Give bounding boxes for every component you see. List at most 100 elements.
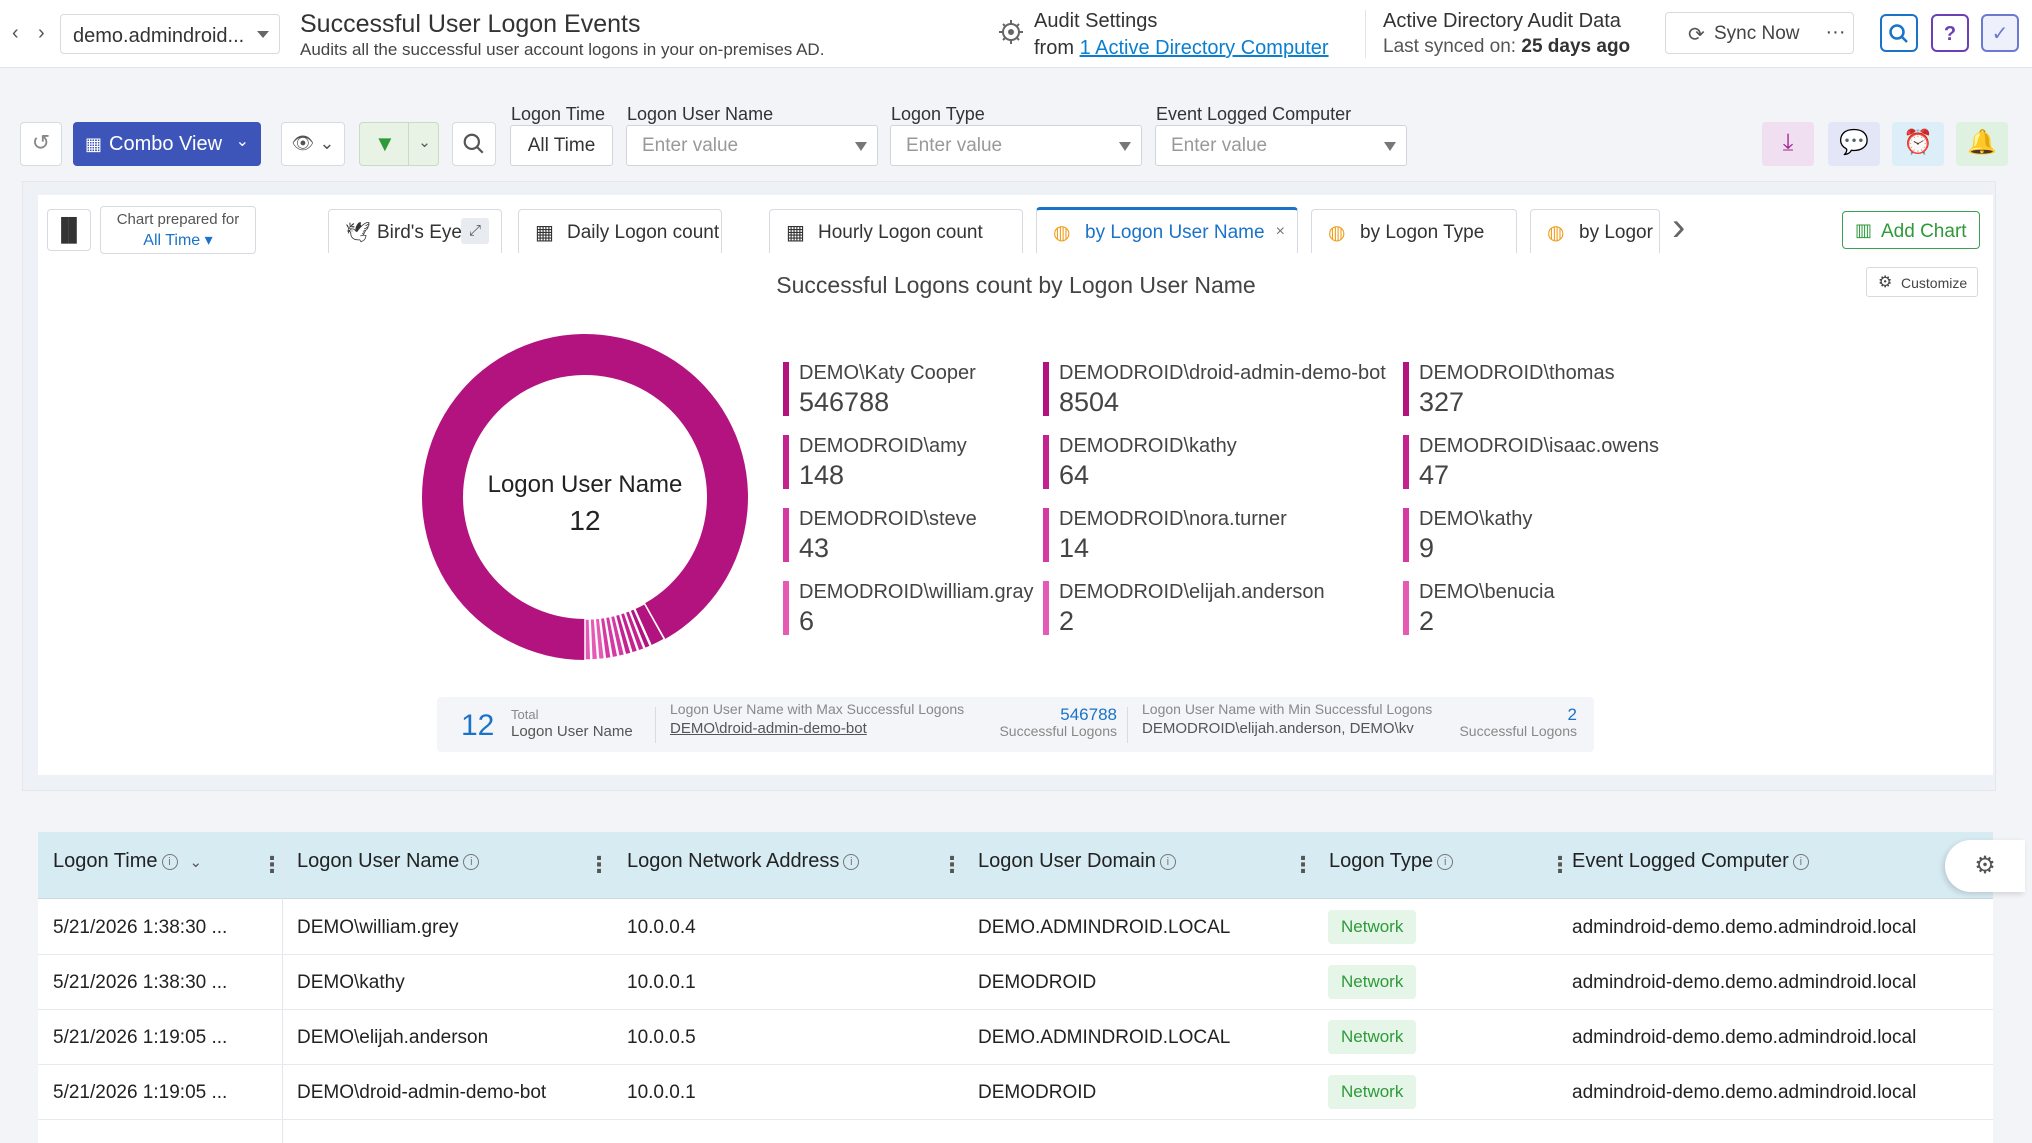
eye-icon[interactable]: 👁 ⌄ bbox=[281, 122, 345, 166]
forward-arrow-icon[interactable]: › bbox=[38, 22, 45, 44]
donut-chart-icon: ◍ bbox=[1328, 222, 1346, 244]
legend-value: 327 bbox=[1419, 387, 1465, 417]
legend-item[interactable]: DEMODROID\isaac.owens 47 bbox=[1403, 435, 1683, 491]
column-title: Event Logged Computer bbox=[1572, 850, 1789, 872]
table-row[interactable]: 5/21/2026 1:19:05 ... DEMO\elijah.anderso… bbox=[38, 1010, 1993, 1065]
legend-value: 64 bbox=[1059, 460, 1090, 490]
legend-item[interactable]: DEMODROID\elijah.anderson 2 bbox=[1043, 581, 1325, 637]
tab-by-logon-partial[interactable]: ◍ by Logor bbox=[1530, 209, 1660, 253]
min-value: 2 bbox=[1567, 705, 1577, 724]
legend-item[interactable]: DEMODROID\droid-admin-demo-bot 8504 bbox=[1043, 362, 1386, 418]
legend-item[interactable]: DEMODROID\steve 43 bbox=[783, 508, 1063, 564]
chevron-down-icon[interactable]: ⌄ bbox=[408, 123, 440, 165]
column-title: Logon Type bbox=[1329, 850, 1434, 872]
tab-hourly-logon-count[interactable]: ▦ Hourly Logon count bbox=[769, 209, 1023, 253]
more-options-button[interactable]: ··· bbox=[1818, 12, 1854, 54]
legend-item[interactable]: DEMO\benucia 2 bbox=[1403, 581, 1683, 637]
donut-chart[interactable]: Logon User Name 12 bbox=[410, 322, 760, 672]
audit-computer-link[interactable]: 1 Active Directory Computer bbox=[1079, 37, 1329, 59]
column-header-event-logged-computer[interactable]: Event Logged Computer i bbox=[1572, 832, 1972, 899]
table-row[interactable]: 5/21/2026 1:38:30 ... DEMO\kathy 10.0.0.1 D… bbox=[38, 955, 1993, 1010]
download-icon[interactable]: ⤓ bbox=[1762, 122, 1814, 166]
last-synced-text: Last synced on: 25 days ago bbox=[1383, 36, 1630, 58]
event-logged-computer-select[interactable]: Enter value bbox=[1155, 125, 1407, 166]
customize-button[interactable]: ⚙ Customize bbox=[1866, 267, 1978, 297]
total-caption: Total bbox=[511, 707, 539, 722]
chart-period-selector[interactable]: Chart prepared for All Time ▾ bbox=[100, 206, 256, 254]
column-header-logon-network-address[interactable]: Logon Network Address i ⋮ bbox=[627, 832, 963, 899]
legend-item[interactable]: DEMODROID\thomas 327 bbox=[1403, 362, 1683, 418]
table-row[interactable]: 5/21/2026 1:19:05 ... DEMO\droid-admin-de… bbox=[38, 1065, 1993, 1120]
page-description: Audits all the successful user account l… bbox=[300, 40, 825, 59]
logon-type-select[interactable]: Enter value bbox=[890, 125, 1142, 166]
tab-birds-eye[interactable]: 🕊 Bird's Eye ⤢ bbox=[328, 209, 502, 253]
bird-icon: 🕊 bbox=[345, 222, 371, 244]
column-menu-icon[interactable]: ⋮ bbox=[1549, 852, 1571, 877]
column-title: Logon Time bbox=[53, 850, 158, 872]
column-header-logon-user-name[interactable]: Logon User Name i ⋮ bbox=[297, 832, 610, 899]
table-cell: 10.0.0.1 bbox=[627, 972, 696, 993]
legend-item[interactable]: DEMODROID\william.gray 6 bbox=[783, 581, 1063, 637]
filter-button[interactable]: ▼ ⌄ bbox=[359, 122, 439, 166]
tab-by-type-label: by Logon Type bbox=[1360, 222, 1485, 243]
combo-view-button[interactable]: ▦ Combo View ⌄ bbox=[73, 122, 261, 166]
sync-icon: ⟳ bbox=[1688, 24, 1705, 46]
table-cell: 5/21/2026 1:19:05 ... bbox=[53, 1082, 228, 1103]
column-header-logon-time[interactable]: Logon Time i ⌄ ⋮ bbox=[53, 832, 283, 899]
search-icon[interactable] bbox=[452, 122, 496, 166]
bell-icon[interactable]: 🔔 bbox=[1956, 122, 2008, 166]
column-menu-icon[interactable]: ⋮ bbox=[261, 852, 283, 877]
dropdown-icon bbox=[855, 142, 867, 151]
legend-item[interactable]: DEMO\Katy Cooper 546788 bbox=[783, 362, 1063, 418]
reset-icon[interactable]: ↺ bbox=[20, 122, 62, 166]
filter-label-logon-time: Logon Time bbox=[511, 104, 606, 124]
tab-daily-logon-count[interactable]: ▦ Daily Logon count bbox=[518, 209, 722, 253]
tab-by-logon-user-name[interactable]: ◍ by Logon User Name × bbox=[1036, 207, 1298, 253]
table-cell: DEMODROID bbox=[978, 972, 1097, 993]
legend-item[interactable]: DEMODROID\amy 148 bbox=[783, 435, 1063, 491]
sort-desc-icon[interactable]: ⌄ bbox=[189, 854, 203, 871]
legend-value: 148 bbox=[799, 460, 845, 490]
tenant-selector[interactable]: demo.admindroid... bbox=[60, 14, 280, 54]
column-header-logon-type[interactable]: Logon Type i ⋮ bbox=[1329, 832, 1571, 899]
sync-now-button[interactable]: ⟳ Sync Now bbox=[1665, 12, 1823, 54]
alarm-icon[interactable]: ⏰ bbox=[1892, 122, 1944, 166]
audit-from-prefix: from bbox=[1034, 37, 1074, 59]
help-icon[interactable]: ? bbox=[1931, 14, 1969, 52]
check-circle-icon[interactable]: ✓ bbox=[1981, 14, 2019, 52]
tab-hourly-label: Hourly Logon count bbox=[818, 222, 983, 243]
add-chart-button[interactable]: ▥ Add Chart bbox=[1842, 211, 1980, 249]
donut-slice[interactable] bbox=[584, 618, 592, 661]
divider bbox=[655, 707, 656, 743]
legend-item[interactable]: DEMODROID\kathy 64 bbox=[1043, 435, 1323, 491]
chevron-right-icon[interactable]: › bbox=[1672, 205, 1686, 249]
legend-color-bar bbox=[783, 435, 789, 489]
legend-color-bar bbox=[1043, 362, 1049, 416]
table-row[interactable]: 5/21/2026 1:38:30 ... DEMO\william.grey 10… bbox=[38, 900, 1993, 955]
column-settings-icon[interactable]: ⚙ bbox=[1945, 840, 2025, 892]
legend-name: DEMODROID\william.gray bbox=[799, 581, 1034, 603]
tab-by-logon-type[interactable]: ◍ by Logon Type bbox=[1311, 209, 1517, 253]
search-icon[interactable] bbox=[1880, 14, 1918, 52]
bar-chart-icon[interactable]: ▐▌ bbox=[47, 209, 91, 251]
chat-icon[interactable]: 💬 bbox=[1828, 122, 1880, 166]
column-menu-icon[interactable]: ⋮ bbox=[941, 852, 963, 877]
legend-item[interactable]: DEMO\kathy 9 bbox=[1403, 508, 1683, 564]
legend-name: DEMO\kathy bbox=[1419, 508, 1533, 530]
column-menu-icon[interactable]: ⋮ bbox=[1292, 852, 1314, 877]
expand-icon[interactable]: ⤢ bbox=[461, 218, 489, 244]
min-unit: Successful Logons bbox=[1459, 723, 1577, 739]
total-label: Logon User Name bbox=[511, 723, 633, 740]
logon-user-name-select[interactable]: Enter value bbox=[626, 125, 878, 166]
top-bar: ‹ › demo.admindroid... Successful User L… bbox=[0, 0, 2032, 68]
sync-now-label: Sync Now bbox=[1714, 23, 1800, 44]
back-arrow-icon[interactable]: ‹ bbox=[12, 22, 19, 44]
legend-name: DEMODROID\nora.turner bbox=[1059, 508, 1287, 530]
column-menu-icon[interactable]: ⋮ bbox=[588, 852, 610, 877]
close-icon[interactable]: × bbox=[1275, 223, 1285, 240]
legend-item[interactable]: DEMODROID\nora.turner 14 bbox=[1043, 508, 1323, 564]
table-cell: DEMODROID bbox=[978, 1082, 1097, 1103]
logon-time-select[interactable]: All Time bbox=[510, 125, 613, 166]
column-header-logon-user-domain[interactable]: Logon User Domain i ⋮ bbox=[978, 832, 1314, 899]
max-user-link[interactable]: DEMO\droid-admin-demo-bot bbox=[670, 720, 867, 737]
